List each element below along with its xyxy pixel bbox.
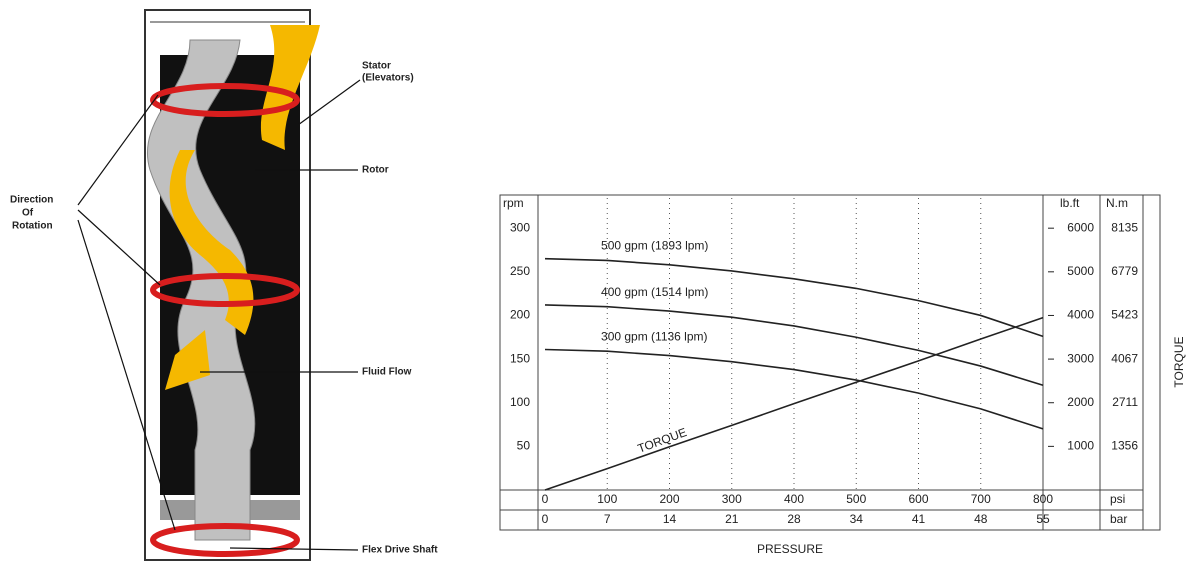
y2-tick-label: 5000 [1067, 264, 1094, 278]
label: Flex Drive Shaft [362, 545, 438, 556]
x-alt-label: 48 [974, 512, 988, 526]
x-alt-label: 55 [1036, 512, 1050, 526]
y-tick-label: 200 [510, 308, 530, 322]
x-tick-label: 800 [1033, 492, 1053, 506]
x-title: PRESSURE [757, 542, 823, 556]
y2-unit-alt: N.m [1106, 196, 1128, 210]
label: Direction [10, 195, 53, 206]
fluid-arrow [169, 150, 254, 335]
frame-lines [500, 195, 1144, 530]
label: Rotor [362, 165, 389, 176]
y2-alt-label: 2711 [1112, 395, 1138, 409]
x-tick-label: 400 [784, 492, 804, 506]
chart: rpm lb.ft N.m psi bar PRESSURE TORQUE 0 0… [499, 194, 1186, 556]
x-alt-label: 0 [542, 512, 549, 526]
x-alt-label: 34 [850, 512, 864, 526]
pump-diagram: Stator (Elevators) Rotor Direction Of Ro… [10, 9, 438, 561]
x-unit-alt: bar [1110, 512, 1127, 526]
series-line [544, 257, 1044, 338]
y2-tick-label: 2000 [1067, 395, 1094, 409]
label: (Elevators) [362, 73, 414, 84]
x-tick-label: 700 [971, 492, 991, 506]
x-unit: psi [1110, 492, 1125, 506]
y-tick-label: 150 [510, 351, 530, 365]
x-tick-label: 0 [542, 492, 549, 506]
fluid-arrow [260, 25, 320, 150]
x-alt-label: 41 [912, 512, 926, 526]
series-label: TORQUE [636, 425, 689, 456]
x-alt-label: 7 [604, 512, 611, 526]
series-line [544, 304, 1044, 387]
label: Fluid Flow [362, 367, 412, 378]
y2-title: TORQUE [1172, 336, 1186, 387]
y2-tick-label: 4000 [1067, 308, 1094, 322]
series-line [544, 316, 1044, 491]
series-line [544, 348, 1044, 430]
x-tick-label: 600 [908, 492, 928, 506]
leader-lines [77, 79, 361, 551]
label: Of [22, 208, 34, 219]
x-tick-label: 100 [597, 492, 617, 506]
y2-tick-label: 6000 [1067, 220, 1094, 234]
x-alt-label: 28 [787, 512, 801, 526]
y2-alt-label: 5423 [1111, 308, 1138, 322]
y-tick-label: 250 [510, 264, 530, 278]
series-label: 500 gpm (1893 lpm) [601, 239, 708, 253]
y2-alt-label: 8135 [1111, 220, 1138, 234]
rotation-arrow [150, 273, 300, 307]
y2-alt-label: 6779 [1111, 264, 1138, 278]
y2-tick-label: 3000 [1067, 351, 1094, 365]
x-alt-label: 14 [663, 512, 677, 526]
label: Rotation [12, 221, 53, 232]
y2-tick-label: 1000 [1067, 439, 1094, 453]
frame [499, 194, 1161, 531]
series-label: 300 gpm (1136 lpm) [601, 329, 708, 343]
rotation-arrow [150, 523, 300, 557]
y2-alt-label: 1356 [1111, 439, 1138, 453]
rotation-arrow [150, 83, 300, 117]
y-unit: rpm [503, 196, 524, 210]
y-tick-label: 300 [510, 220, 530, 234]
x-alt-label: 21 [725, 512, 739, 526]
label: Stator [362, 61, 391, 72]
x-tick-label: 300 [722, 492, 742, 506]
x-tick-label: 200 [659, 492, 679, 506]
y-tick-label: 100 [510, 395, 530, 409]
y2-unit: lb.ft [1060, 196, 1080, 210]
y2-alt-label: 4067 [1111, 351, 1138, 365]
fluid-arrow [165, 330, 210, 390]
y-tick-label: 50 [517, 439, 531, 453]
series-label: 400 gpm (1514 lpm) [601, 285, 708, 299]
x-tick-label: 500 [846, 492, 866, 506]
